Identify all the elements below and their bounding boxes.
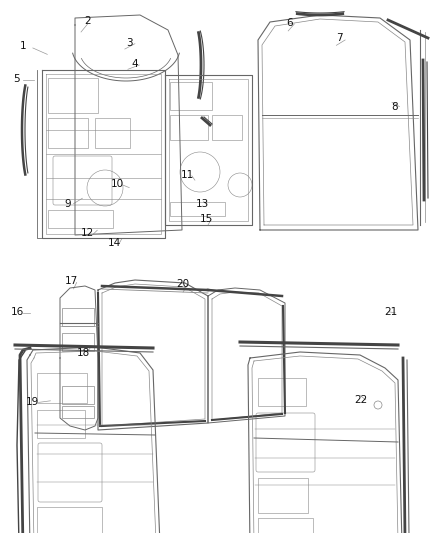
Bar <box>212 115 242 140</box>
Bar <box>62 333 94 351</box>
Text: 22: 22 <box>355 395 368 405</box>
Bar <box>62 406 94 418</box>
Text: 2: 2 <box>84 17 91 26</box>
Text: 21: 21 <box>384 307 397 317</box>
Text: 10: 10 <box>111 179 124 189</box>
Text: 3: 3 <box>126 38 133 47</box>
Text: 13: 13 <box>196 199 209 208</box>
Bar <box>170 82 212 110</box>
Text: 14: 14 <box>108 238 121 247</box>
Bar <box>62 386 94 404</box>
Bar <box>258 378 306 406</box>
Bar <box>48 210 113 228</box>
Text: 11: 11 <box>180 170 194 180</box>
Text: 9: 9 <box>64 199 71 208</box>
Bar <box>95 118 130 148</box>
Text: 1: 1 <box>19 42 26 51</box>
Text: 15: 15 <box>200 214 213 223</box>
Bar <box>37 373 87 403</box>
Bar <box>170 115 208 140</box>
Bar <box>258 478 308 513</box>
Text: 16: 16 <box>11 307 24 317</box>
Bar <box>37 507 102 533</box>
Bar <box>48 118 88 148</box>
Text: 20: 20 <box>177 279 190 288</box>
Bar <box>170 202 225 216</box>
Text: 7: 7 <box>336 34 343 43</box>
Bar <box>37 410 85 438</box>
Bar <box>258 518 313 533</box>
Text: 4: 4 <box>131 59 138 69</box>
Text: 6: 6 <box>286 18 293 28</box>
Text: 17: 17 <box>64 277 78 286</box>
Text: 5: 5 <box>13 74 20 84</box>
Bar <box>62 308 94 326</box>
Text: 12: 12 <box>81 228 94 238</box>
Text: 8: 8 <box>391 102 398 111</box>
Bar <box>48 78 98 113</box>
Text: 19: 19 <box>26 398 39 407</box>
Text: 18: 18 <box>77 348 90 358</box>
